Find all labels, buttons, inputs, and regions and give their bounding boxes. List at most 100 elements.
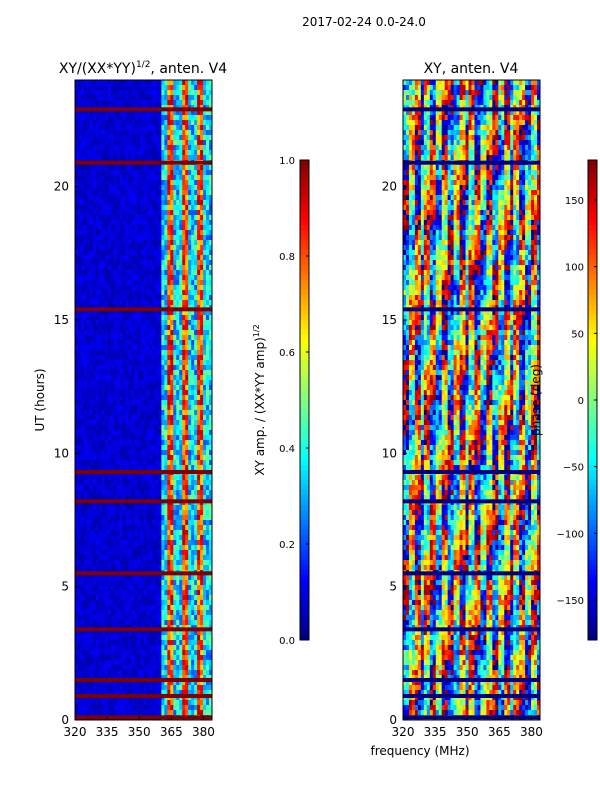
heatmap-cell — [149, 210, 153, 216]
heatmap-cell — [77, 130, 82, 136]
heatmap-cell — [161, 475, 165, 481]
heatmap-cell — [206, 605, 210, 611]
heatmap-cell — [179, 80, 183, 86]
heatmap-cell — [200, 265, 204, 271]
heatmap-cell — [182, 385, 186, 391]
heatmap-cell — [158, 495, 162, 501]
heatmap-cell — [92, 600, 97, 606]
heatmap-cell — [122, 85, 127, 91]
heatmap-cell — [188, 525, 192, 531]
heatmap-cell — [158, 340, 162, 346]
heatmap-cell — [92, 185, 97, 191]
heatmap-cell — [122, 150, 127, 156]
heatmap-cell — [185, 240, 189, 246]
heatmap-cell — [77, 315, 82, 321]
heatmap-cell — [152, 550, 156, 556]
heatmap-cell — [206, 385, 210, 391]
heatmap-cell — [113, 595, 118, 601]
heatmap-cell — [119, 310, 124, 316]
heatmap-cell — [170, 600, 174, 606]
heatmap-cell — [206, 95, 210, 101]
heatmap-cell — [185, 360, 189, 366]
heatmap-cell — [206, 355, 210, 361]
heatmap-cell — [185, 355, 189, 361]
heatmap-cell — [83, 515, 88, 521]
heatmap-cell — [122, 620, 127, 626]
heatmap-cell — [134, 395, 138, 401]
heatmap-cell — [116, 130, 121, 136]
heatmap-cell — [137, 510, 141, 516]
heatmap-cell — [128, 575, 132, 581]
heatmap-cell — [80, 560, 85, 566]
heatmap-cell — [167, 320, 171, 326]
heatmap-cell — [95, 190, 100, 196]
heatmap-cell — [155, 145, 159, 151]
heatmap-cell — [203, 100, 207, 106]
heatmap-cell — [75, 350, 79, 356]
heatmap-cell — [104, 495, 109, 501]
heatmap-cell — [110, 435, 115, 441]
heatmap-cell — [137, 475, 141, 481]
heatmap-cell — [155, 560, 159, 566]
heatmap-cell — [107, 240, 112, 246]
heatmap-cell — [161, 455, 165, 461]
heatmap-cell — [146, 325, 150, 331]
heatmap-cell — [197, 255, 201, 261]
heatmap-cell — [203, 590, 207, 596]
heatmap-cell — [113, 240, 118, 246]
heatmap-cell — [164, 350, 168, 356]
heatmap-cell — [164, 125, 168, 131]
heatmap-cell — [131, 265, 135, 271]
heatmap-cell — [182, 610, 186, 616]
heatmap-cell — [80, 340, 85, 346]
heatmap-cell — [164, 245, 168, 251]
heatmap-cell — [89, 425, 94, 431]
heatmap-cell — [176, 475, 180, 481]
heatmap-cell — [170, 605, 174, 611]
heatmap-cell — [200, 385, 204, 391]
heatmap-cell — [167, 240, 171, 246]
heatmap-cell — [164, 90, 168, 96]
heatmap-cell — [170, 525, 174, 531]
heatmap-cell — [179, 150, 183, 156]
heatmap-cell — [113, 215, 118, 221]
heatmap-cell — [77, 410, 82, 416]
heatmap-cell — [155, 115, 159, 121]
heatmap-cell — [122, 495, 127, 501]
heatmap-cell — [89, 405, 94, 411]
heatmap-cell — [143, 100, 147, 106]
heatmap-cell — [77, 185, 82, 191]
heatmap-cell — [113, 85, 118, 91]
heatmap-cell — [92, 330, 97, 336]
heatmap-cell — [161, 440, 165, 446]
heatmap-cell — [83, 250, 88, 256]
heatmap-cell — [104, 260, 109, 266]
heatmap-cell — [146, 295, 150, 301]
heatmap-cell — [158, 360, 162, 366]
heatmap-cell — [170, 140, 174, 146]
heatmap-cell — [134, 480, 138, 486]
heatmap-cell — [173, 95, 177, 101]
heatmap-cell — [92, 320, 97, 326]
heatmap-cell — [206, 175, 210, 181]
heatmap-cell — [83, 225, 88, 231]
heatmap-cell — [101, 190, 106, 196]
heatmap-cell — [119, 280, 124, 286]
heatmap-cell — [116, 285, 121, 291]
heatmap-cell — [128, 580, 132, 586]
heatmap-cell — [146, 465, 150, 471]
heatmap-cell — [131, 200, 135, 206]
heatmap-cell — [77, 335, 82, 341]
heatmap-cell — [164, 375, 168, 381]
heatmap-cell — [140, 390, 144, 396]
heatmap-cell — [125, 370, 130, 376]
heatmap-cell — [92, 85, 97, 91]
heatmap-cell — [173, 550, 177, 556]
heatmap-cell — [167, 260, 171, 266]
heatmap-cell — [152, 265, 156, 271]
heatmap-cell — [149, 460, 153, 466]
heatmap-cell — [179, 605, 183, 611]
heatmap-cell — [89, 340, 94, 346]
heatmap-cell — [83, 490, 88, 496]
heatmap-cell — [113, 615, 118, 621]
